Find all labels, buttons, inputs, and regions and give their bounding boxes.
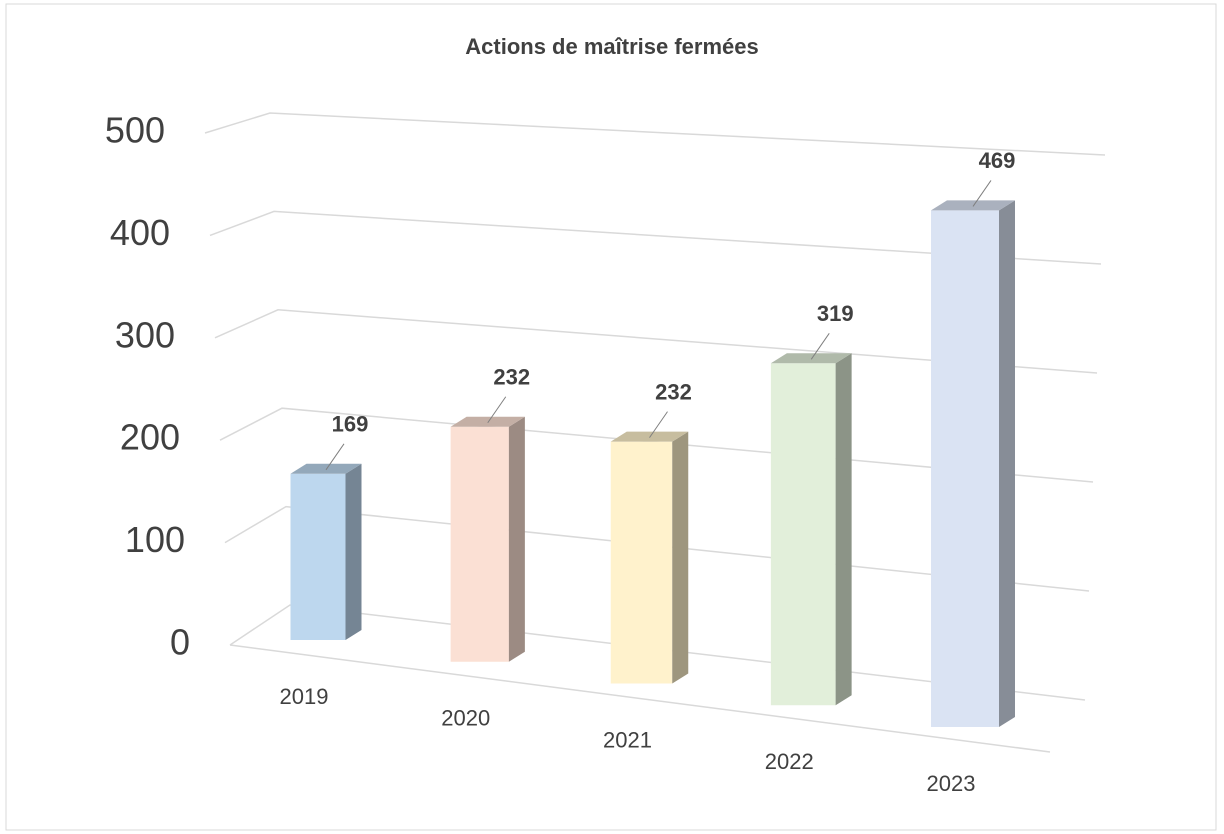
value-label: 232 <box>655 379 692 404</box>
grid-line <box>214 309 1098 374</box>
y-tick-label: 100 <box>125 519 185 560</box>
bar-top <box>610 431 689 442</box>
bar-top <box>450 416 525 427</box>
grid-line <box>209 210 1102 265</box>
grid-line <box>204 112 1106 156</box>
value-label: 232 <box>493 365 530 390</box>
bar-side <box>835 353 852 706</box>
bar-top <box>290 463 362 474</box>
bar <box>450 426 509 662</box>
bar <box>610 441 673 684</box>
bar-top <box>770 353 852 364</box>
bar <box>770 363 836 706</box>
bar-side <box>999 200 1015 728</box>
chart-frame <box>5 3 1217 831</box>
x-tick-label: 2023 <box>927 771 976 796</box>
label-leader <box>649 411 668 438</box>
value-label: 319 <box>817 301 854 326</box>
bar-side <box>508 416 525 662</box>
x-tick-label: 2019 <box>280 684 329 709</box>
value-label: 169 <box>332 412 369 437</box>
x-tick-label: 2021 <box>603 727 652 752</box>
label-leader <box>972 180 992 207</box>
y-tick-label: 0 <box>170 622 190 663</box>
label-leader <box>325 443 345 471</box>
label-leader <box>810 333 830 360</box>
y-tick-label: 500 <box>105 110 165 151</box>
bar-side <box>672 431 689 684</box>
floor-edge <box>229 644 1051 753</box>
x-tick-label: 2020 <box>441 706 490 731</box>
bar-side <box>345 463 362 640</box>
x-tick-label: 2022 <box>765 749 814 774</box>
value-label: 469 <box>979 148 1016 173</box>
bar <box>290 473 346 640</box>
y-tick-label: 400 <box>110 212 170 253</box>
chart-title: Actions de maîtrise fermées <box>465 34 758 59</box>
y-tick-label: 200 <box>120 417 180 458</box>
label-leader <box>487 396 507 424</box>
y-tick-label: 300 <box>115 314 175 355</box>
bar-top <box>931 200 1015 211</box>
bar <box>931 210 999 728</box>
